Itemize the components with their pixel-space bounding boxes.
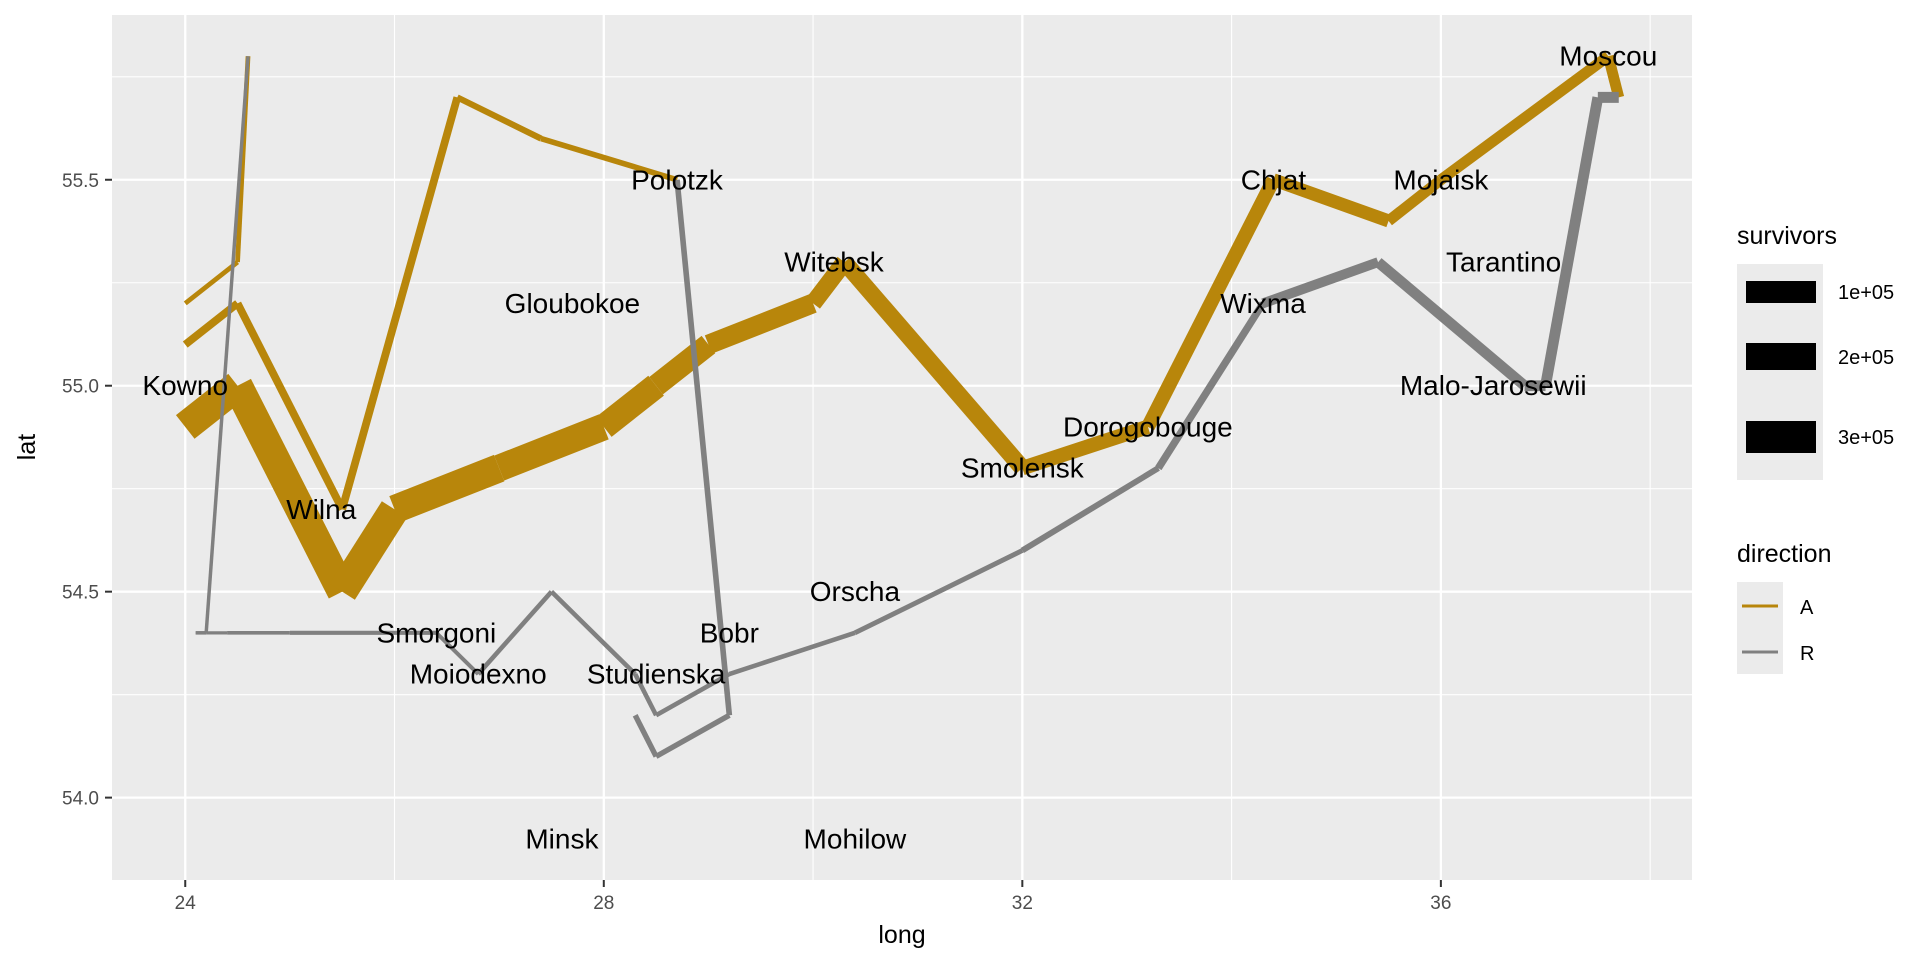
city-label: Smorgoni [376,617,496,648]
path-segment-a [183,260,240,306]
path-segment-r [1261,257,1380,308]
path-segment-r [633,673,659,717]
city-label: Chjat [1241,164,1307,195]
path-segment-r [853,548,1024,636]
x-tick-label: 32 [1012,893,1033,914]
city-label: Bobr [700,617,759,648]
path-segment-a [838,256,1029,474]
path-segment-r [674,179,733,716]
legend-survivors-label-1: 1e+05 [1838,282,1894,304]
path-segment-a [389,454,505,523]
y-tick-label: 55.0 [62,377,99,398]
path-segment-a [455,94,543,142]
path-segment-a [1602,54,1625,99]
legend-direction-label-a: A [1800,597,1814,619]
city-label: Minsk [525,823,599,854]
legend-survivors-label-2: 2e+05 [1838,347,1894,369]
legend-survivors: survivors 1e+05 2e+05 3e+05 [1737,222,1894,480]
city-label: Tarantino [1446,247,1561,278]
city-label: Dorogobouge [1063,411,1233,442]
y-axis-title: lat [13,434,41,460]
x-axis-ticks: 24 28 32 36 [175,880,1451,914]
path-segment-a [595,375,664,437]
city-label: Smolensk [961,453,1085,484]
path-segment-r [654,672,731,718]
path-segment-r [204,56,250,633]
path-segment-r [1540,96,1604,387]
path-segment-a [1020,420,1151,475]
path-segment-r [1155,301,1267,471]
city-label: Witebsk [784,247,885,278]
path-segment-a [494,414,609,481]
path-segment-r [1374,258,1529,390]
path-segment-r [476,590,554,676]
x-tick-label: 36 [1430,893,1451,914]
legend-direction-title: direction [1737,540,1832,568]
minor-gridlines [112,15,1692,880]
x-tick-label: 28 [593,893,614,914]
city-label: Wilna [286,494,356,525]
x-tick-label: 24 [175,893,197,914]
plot-panel [112,15,1692,880]
path-segment-a [1437,51,1612,185]
path-segment-r [1020,465,1160,554]
path-segment-a [234,301,346,512]
path-segment-a [1271,173,1391,228]
y-tick-label: 55.5 [62,171,99,192]
legend-direction-keys-bg [1737,582,1783,674]
path-segment-a [224,378,356,599]
legend-survivors-label-3: 3e+05 [1838,427,1894,449]
city-label: Malo-Jarosewii [1400,370,1587,401]
path-segment-r [434,631,480,676]
path-segment-a [704,294,817,354]
path-segment-a [1385,175,1445,226]
city-label: Kowno [142,370,228,401]
city-label: Moscou [1559,41,1657,72]
path-segment-a [1141,176,1280,431]
x-axis-title: long [878,921,925,949]
y-tick-label: 54.5 [62,583,99,604]
city-label: Orscha [810,576,901,607]
path-segment-a [329,501,408,600]
path-segment-a [338,96,462,511]
city-label: Moiodexno [410,659,547,690]
city-labels: Kowno Wilna Smorgoni Moiodexno Gloubokoe Mins… [142,41,1657,855]
legend-direction-label-r: R [1800,643,1814,665]
y-axis-ticks: 54.0 54.5 55.0 55.5 [62,171,112,810]
path-segment-a [649,335,716,395]
legend-survivors-key-2 [1746,343,1816,370]
city-label: Wixma [1220,288,1306,319]
major-gridlines [112,15,1692,880]
legend-survivors-key-1 [1746,281,1816,303]
city-label: Studienska [587,659,726,690]
path-segment-r [549,590,637,676]
city-label: Mojaisk [1393,164,1489,195]
city-label: Gloubokoe [505,288,640,319]
legend-survivors-key-3 [1746,421,1816,453]
path-segment-r [654,712,731,759]
legend-survivors-title: survivors [1737,222,1837,250]
path-segment-a [540,135,678,183]
march-paths [175,51,1625,759]
city-label: Mohilow [804,823,907,854]
path-segment-r [632,714,659,758]
y-tick-label: 54.0 [62,789,99,810]
city-label: Polotzk [631,164,724,195]
path-segment-r [728,630,856,677]
legend-direction: direction A R [1737,540,1832,674]
